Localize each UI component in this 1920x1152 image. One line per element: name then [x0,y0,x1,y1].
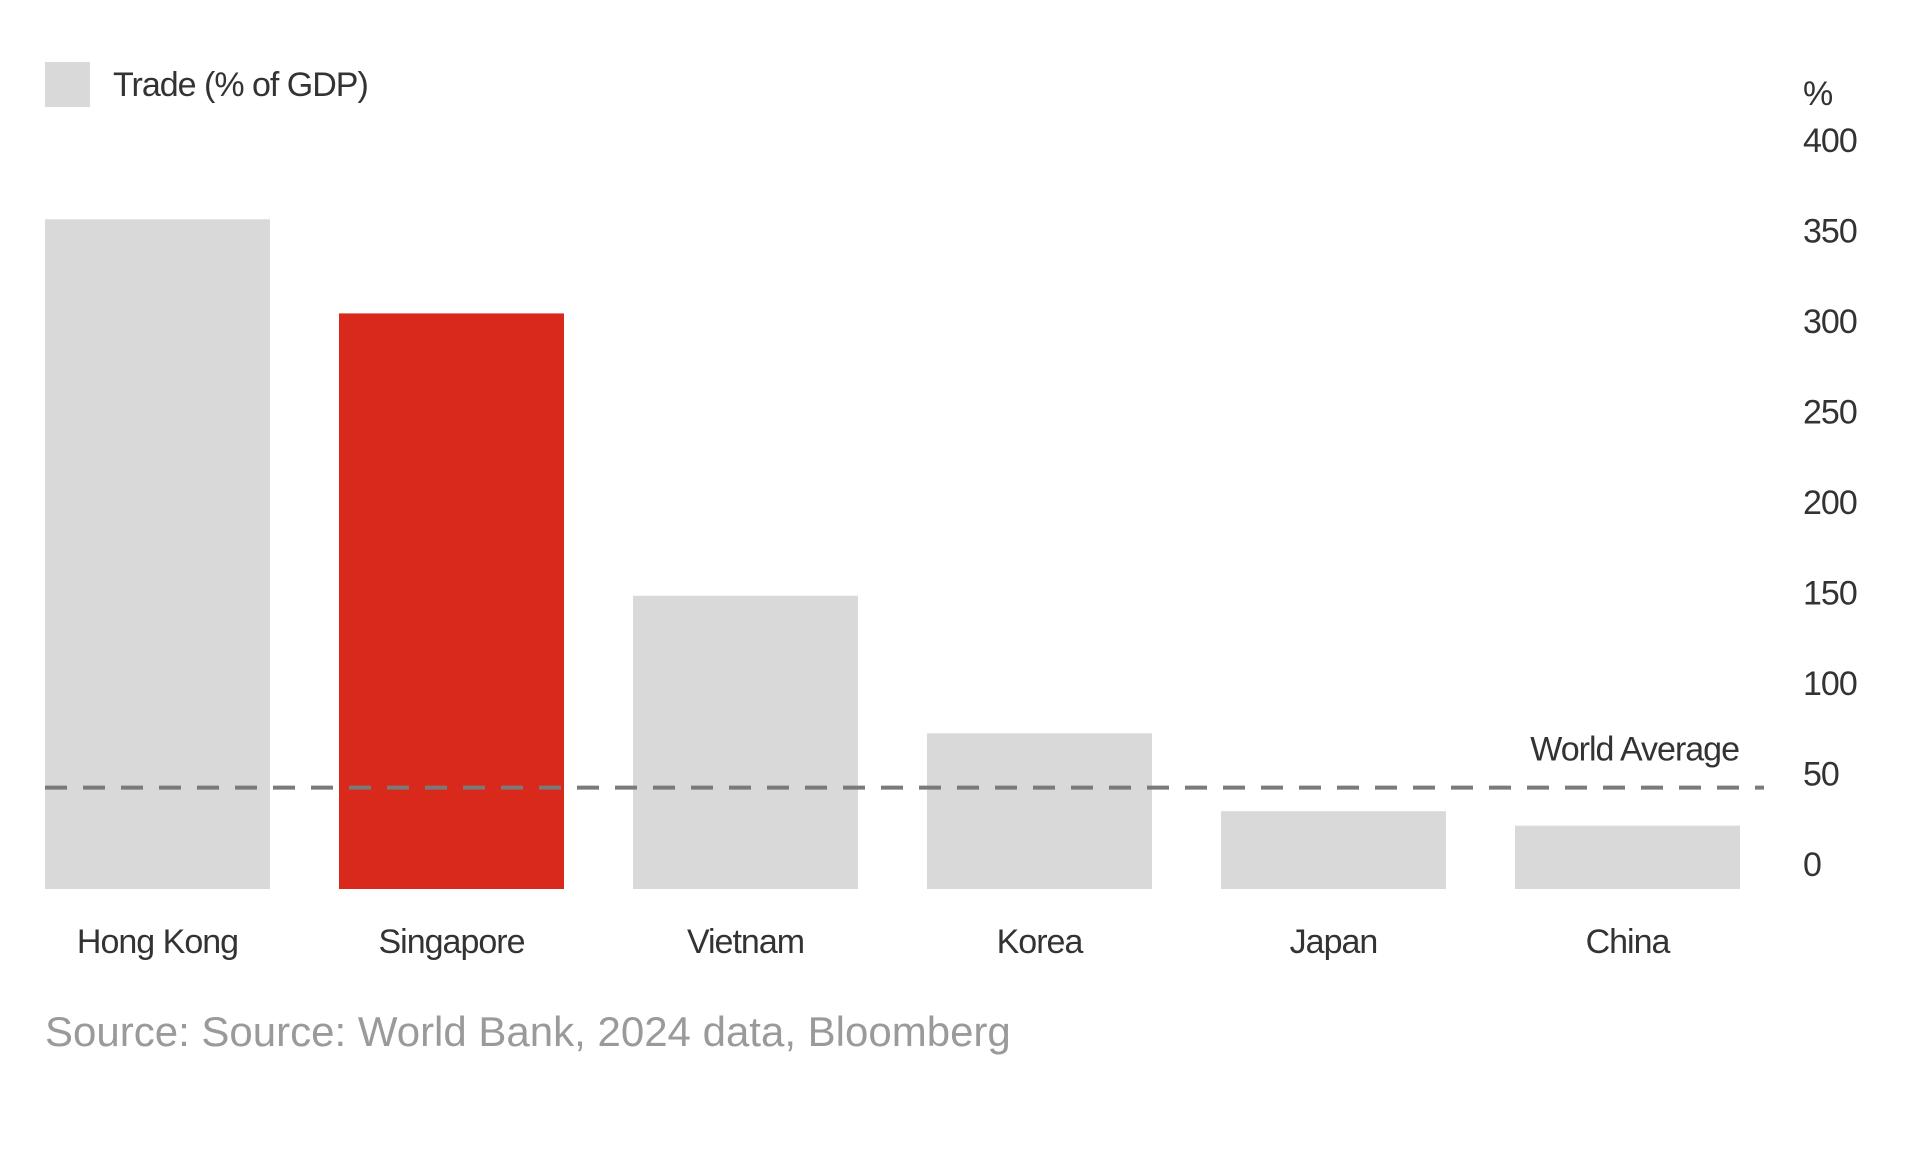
x-tick-label: China [1586,923,1671,961]
y-tick-label: 300 [1803,303,1857,341]
x-tick-label: Singapore [378,923,524,961]
bar [927,733,1152,889]
legend-label: Trade (% of GDP) [113,66,368,104]
x-tick-label: Japan [1290,923,1378,961]
reference-label: World Average [1530,731,1739,769]
bar [339,313,564,889]
bar [633,595,858,889]
y-tick-label: 250 [1803,393,1857,431]
x-tick-label: Korea [997,923,1084,961]
y-tick-label: 100 [1803,665,1857,703]
y-tick-label: 50 [1803,755,1839,793]
source: Source: Source: World Bank, 2024 data, B… [45,1008,1011,1055]
y-tick-label: 400 [1803,122,1857,160]
y-axis-label: % [1803,75,1833,113]
bar [1515,825,1740,889]
y-tick-label: 0 [1803,846,1821,884]
bar [1221,811,1446,889]
y-tick-label: 200 [1803,484,1857,522]
x-tick-label: Vietnam [687,923,804,961]
legend-swatch [45,62,90,107]
y-tick-label: 350 [1803,212,1857,250]
x-tick-label: Hong Kong [77,923,238,961]
y-tick-label: 150 [1803,574,1857,612]
bar [45,219,270,890]
